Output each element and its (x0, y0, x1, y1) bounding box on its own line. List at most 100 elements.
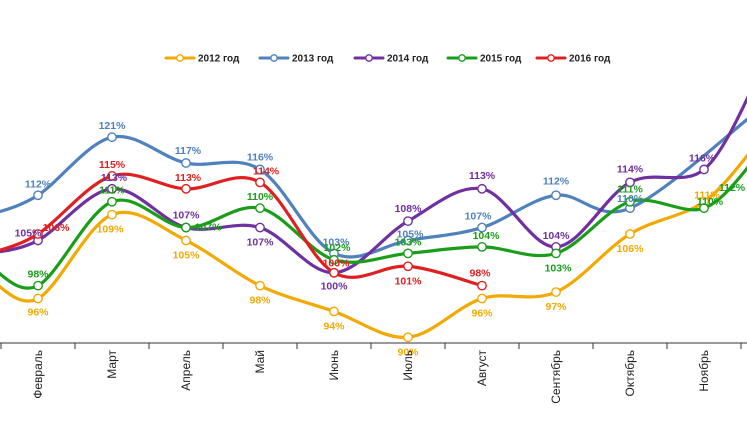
data-point-2015-год (551, 248, 561, 259)
legend-item-2013-год: 2013 год (258, 54, 334, 65)
data-point-2013-год (477, 222, 487, 233)
data-point-2015-год (107, 196, 117, 207)
legend-item-2014-год: 2014 год (353, 54, 429, 65)
data-label-2015-год: 104% (473, 230, 501, 242)
data-point-2016-год (329, 267, 339, 278)
data-point-2016-год (477, 280, 487, 291)
data-label-2013-год: 103% (323, 236, 351, 248)
x-tick-label: Октябрь (623, 350, 637, 397)
data-point-2014-год (403, 216, 413, 226)
data-label-2014-год: 100% (321, 281, 349, 293)
data-label-2013-год: 107% (465, 211, 493, 223)
data-label-2016-год: 98% (469, 268, 491, 280)
data-label-2014-год: 107% (173, 210, 201, 222)
data-point-2016-год (181, 183, 191, 194)
data-point-2013-год (551, 190, 561, 201)
legend-label: 2014 год (387, 54, 429, 65)
data-label-2015-год: 107% (195, 222, 223, 234)
data-point-2015-год (477, 242, 487, 252)
legend-label: 2016 год (569, 54, 611, 65)
x-tick-label: Май (253, 350, 267, 374)
data-label-2013-год: 116% (247, 151, 274, 163)
x-axis: Февраль Март Апрель Май Июнь Июль Август Сентяб… (0, 342, 747, 404)
data-point-2015-год (699, 203, 709, 214)
data-point-2012-год (181, 235, 191, 246)
data-label-2016-год: 101% (395, 275, 423, 287)
x-tick-label: Ноябрь (697, 350, 711, 392)
data-point-2016-год (255, 177, 265, 188)
data-point-2013-год (107, 132, 117, 143)
legend-label: 2015 год (480, 54, 522, 65)
data-point-2015-год (255, 203, 265, 214)
data-label-2014-год: 114% (617, 163, 644, 175)
x-tick-label: Август (475, 350, 489, 387)
data-point-2016-год (403, 261, 413, 272)
data-label-2016-год: 100% (323, 258, 351, 270)
data-label-2013-год: 121% (99, 120, 127, 132)
data-point-2012-год (33, 293, 43, 304)
legend-marker (458, 54, 466, 62)
data-labels: 96%109%105%98%94%90%96%97%106%111%112%12… (15, 120, 746, 358)
data-point-2015-год (329, 254, 339, 265)
series-points (33, 132, 709, 343)
data-point-2012-год (551, 287, 561, 297)
data-point-2013-год (181, 158, 191, 168)
data-label-edge: 112% (719, 182, 746, 194)
data-label-2012-год: 109% (97, 224, 125, 236)
data-label-2015-год: 103% (395, 236, 423, 248)
data-label-2014-год: 116% (689, 152, 716, 164)
x-tick-label: Февраль (31, 350, 45, 399)
data-point-2015-год (181, 222, 191, 233)
legend-item-2016-год: 2016 год (535, 54, 611, 65)
legend-marker (547, 54, 555, 62)
data-label-2015-год: 111% (617, 184, 643, 196)
data-point-2012-год (625, 229, 635, 239)
data-label-2012-год: 94% (323, 320, 345, 332)
data-point-2012-год (329, 306, 339, 317)
data-label-2012-год: 96% (471, 308, 493, 320)
data-label-2015-год: 110% (697, 196, 724, 208)
data-label-2015-год: 111% (99, 185, 125, 197)
data-label-2015-год: 98% (27, 269, 49, 281)
data-point-2015-год (33, 280, 43, 291)
legend-item-2015-год: 2015 год (446, 54, 522, 65)
data-point-2014-год (255, 222, 265, 233)
data-label-2016-год: 114% (253, 165, 280, 177)
data-point-2016-год (33, 229, 43, 239)
series-line-2015-год (0, 165, 747, 290)
data-label-2016-год: 113% (175, 172, 202, 184)
legend-item-2012-год: 2012 год (164, 54, 240, 65)
data-label-2012-год: 106% (617, 243, 645, 255)
data-label-2012-год: 105% (173, 249, 201, 261)
x-tick-label: Июнь (327, 350, 341, 381)
data-label-2012-год: 90% (397, 346, 419, 358)
legend-label: 2013 год (292, 54, 334, 65)
data-point-2012-год (255, 280, 265, 291)
legend-marker (270, 54, 278, 62)
x-tick-label: Март (105, 350, 119, 379)
data-point-2015-год (625, 196, 635, 207)
data-point-2013-год (255, 164, 265, 175)
data-point-2015-год (403, 248, 413, 259)
legend: 2012 год 2013 год 2014 год 2015 год 2016 год (164, 54, 611, 65)
data-point-2014-год (477, 183, 487, 194)
data-point-2014-год (699, 164, 709, 175)
data-label-2014-год: 104% (543, 230, 571, 242)
x-tick-label: Июль (401, 350, 415, 381)
data-label-2015-год: 103% (545, 262, 573, 274)
data-point-2012-год (477, 293, 487, 304)
data-label-2012-год: 111% (694, 190, 720, 202)
data-point-2014-год (107, 183, 117, 194)
data-label-2012-год: 98% (249, 295, 271, 307)
data-label-2014-год: 113% (101, 172, 128, 184)
data-label-2015-год: 110% (247, 191, 274, 203)
data-label-2016-год: 115% (99, 159, 126, 171)
data-label-2013-год: 117% (175, 145, 202, 157)
data-point-2012-год (107, 209, 117, 220)
series-lines (0, 95, 747, 339)
data-label-2013-год: 110% (617, 193, 644, 205)
x-tick-label: Апрель (179, 350, 193, 391)
data-label-2012-год: 96% (27, 307, 49, 319)
legend-marker (176, 54, 184, 62)
